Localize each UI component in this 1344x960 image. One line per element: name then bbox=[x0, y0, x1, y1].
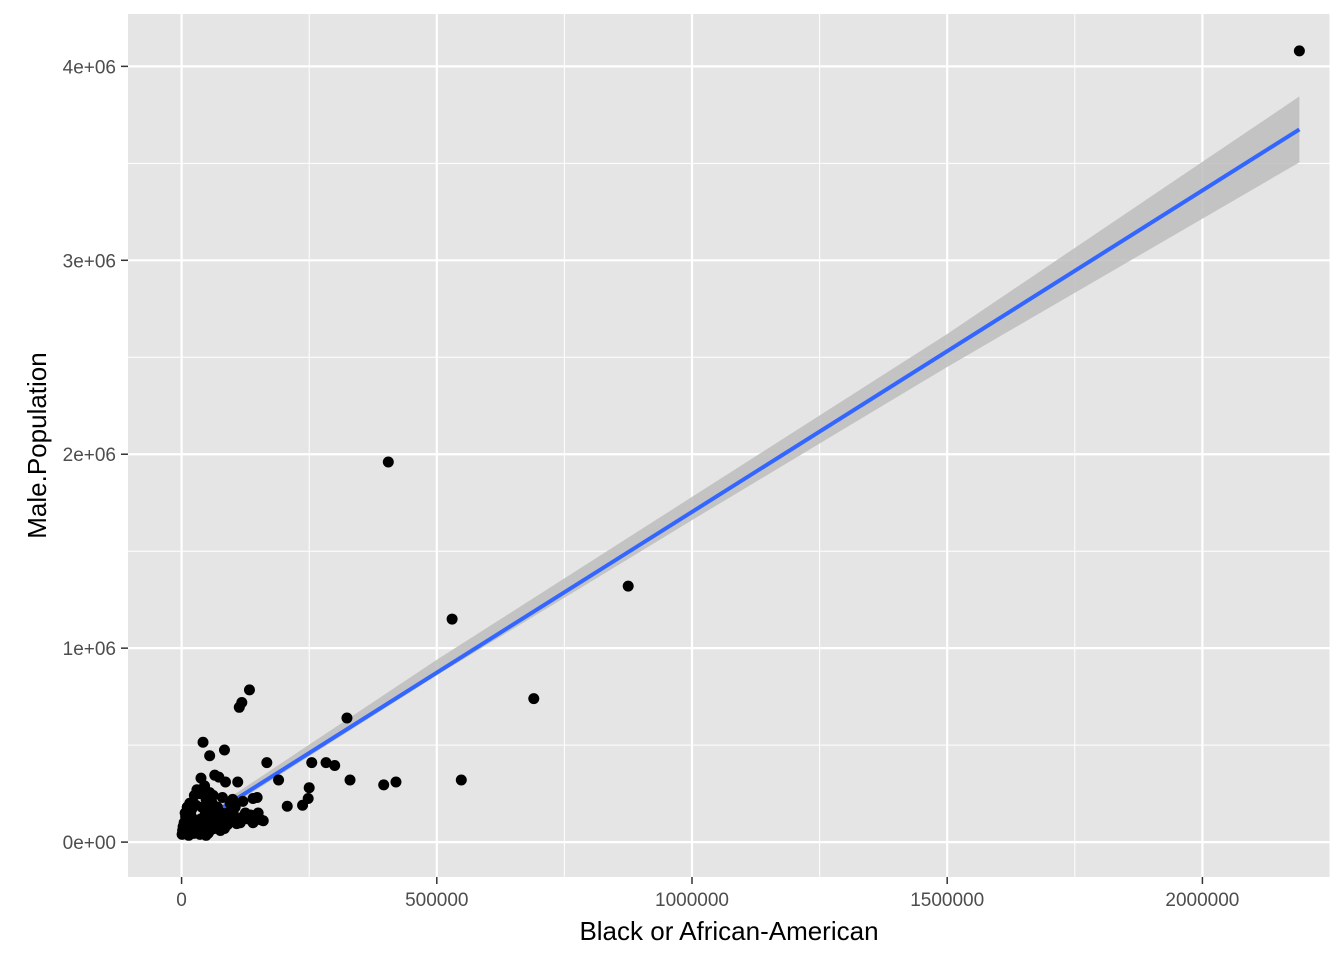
data-point bbox=[231, 818, 243, 830]
y-tick-label: 1e+06 bbox=[63, 639, 116, 660]
data-point bbox=[382, 456, 394, 468]
data-point bbox=[341, 712, 353, 724]
data-point bbox=[455, 774, 467, 786]
data-point bbox=[237, 795, 249, 807]
data-point bbox=[216, 791, 228, 803]
data-point bbox=[297, 799, 309, 811]
data-point bbox=[1293, 45, 1305, 57]
data-point bbox=[232, 776, 244, 788]
x-axis-title: Black or African-American bbox=[579, 916, 878, 946]
data-point bbox=[209, 769, 221, 781]
data-point bbox=[200, 829, 212, 841]
y-tick-label: 0e+00 bbox=[63, 833, 116, 854]
data-point bbox=[233, 701, 245, 713]
data-point bbox=[390, 776, 402, 788]
data-point bbox=[197, 736, 209, 748]
data-point bbox=[329, 759, 341, 771]
data-point bbox=[303, 782, 315, 794]
data-point bbox=[210, 819, 222, 831]
data-point bbox=[261, 757, 273, 769]
x-tick-label: 1000000 bbox=[655, 890, 729, 911]
y-tick-label: 3e+06 bbox=[63, 251, 116, 272]
data-point bbox=[219, 776, 231, 788]
data-point bbox=[255, 814, 267, 826]
data-point bbox=[243, 684, 255, 696]
data-point bbox=[179, 807, 191, 819]
x-tick-label: 0 bbox=[176, 890, 187, 911]
data-point bbox=[180, 826, 192, 838]
x-axis-ticks: 0 500000 1000000 1500000 2000000 bbox=[176, 877, 1239, 911]
x-tick-label: 2000000 bbox=[1165, 890, 1239, 911]
y-axis-title: Male.Population bbox=[22, 352, 52, 538]
data-point bbox=[204, 750, 216, 762]
data-point bbox=[344, 774, 356, 786]
x-tick-label: 500000 bbox=[405, 890, 468, 911]
x-tick-label: 1500000 bbox=[910, 890, 984, 911]
data-point bbox=[218, 744, 230, 756]
major-gridlines bbox=[128, 14, 1330, 877]
data-point bbox=[306, 757, 318, 769]
y-tick-label: 4e+06 bbox=[63, 57, 116, 78]
data-points bbox=[176, 45, 1305, 841]
data-point bbox=[223, 817, 235, 829]
minor-gridlines bbox=[128, 14, 1331, 877]
trend-line bbox=[180, 127, 1301, 836]
data-point bbox=[446, 613, 458, 625]
data-point bbox=[320, 757, 332, 769]
data-point bbox=[273, 774, 285, 786]
data-point bbox=[281, 800, 293, 812]
y-tick-label: 2e+06 bbox=[63, 445, 116, 466]
y-axis-ticks: 0e+00 1e+06 2e+06 3e+06 4e+06 bbox=[63, 57, 128, 854]
data-point bbox=[622, 580, 634, 592]
data-point bbox=[247, 792, 259, 804]
confidence-band bbox=[181, 96, 1300, 838]
data-point bbox=[528, 693, 540, 705]
data-point bbox=[378, 779, 390, 791]
